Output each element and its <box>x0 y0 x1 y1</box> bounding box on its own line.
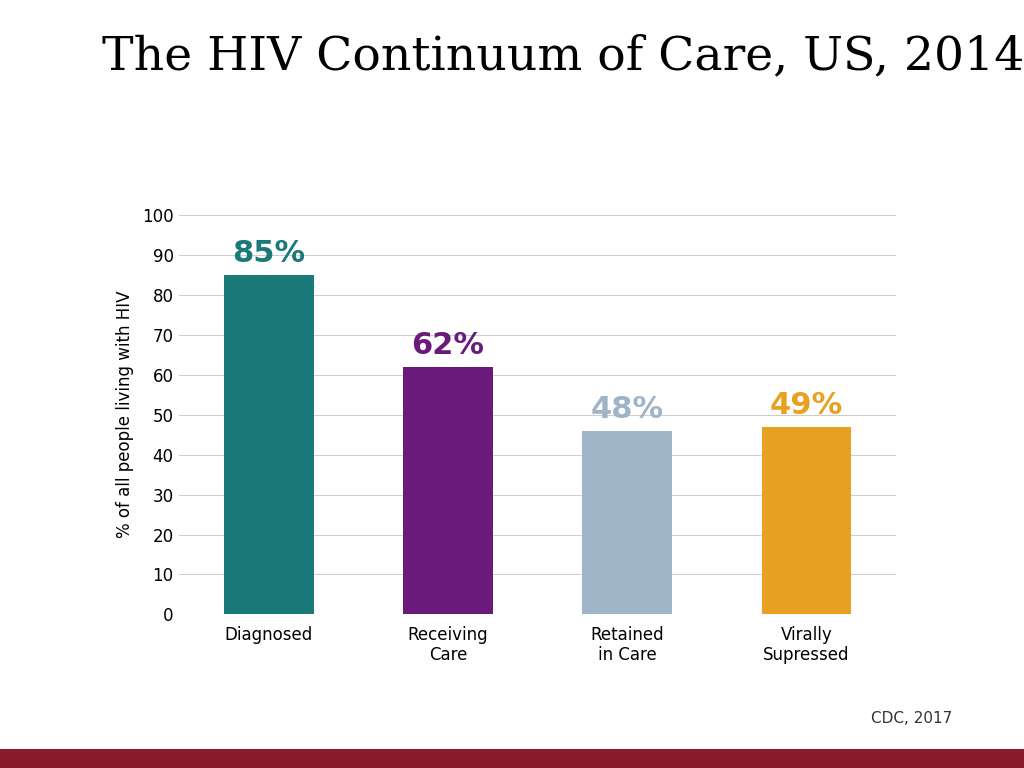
Bar <box>583 431 672 614</box>
Text: 62%: 62% <box>412 330 484 359</box>
Text: The HIV Continuum of Care, US, 2014: The HIV Continuum of Care, US, 2014 <box>102 35 1024 80</box>
Y-axis label: % of all people living with HIV: % of all people living with HIV <box>116 291 134 538</box>
Text: CDC, 2017: CDC, 2017 <box>871 710 952 726</box>
Text: 85%: 85% <box>232 239 305 268</box>
Bar <box>224 275 313 614</box>
Bar <box>762 427 851 614</box>
Text: 49%: 49% <box>770 390 843 419</box>
Text: 48%: 48% <box>591 395 664 423</box>
Bar <box>403 367 493 614</box>
